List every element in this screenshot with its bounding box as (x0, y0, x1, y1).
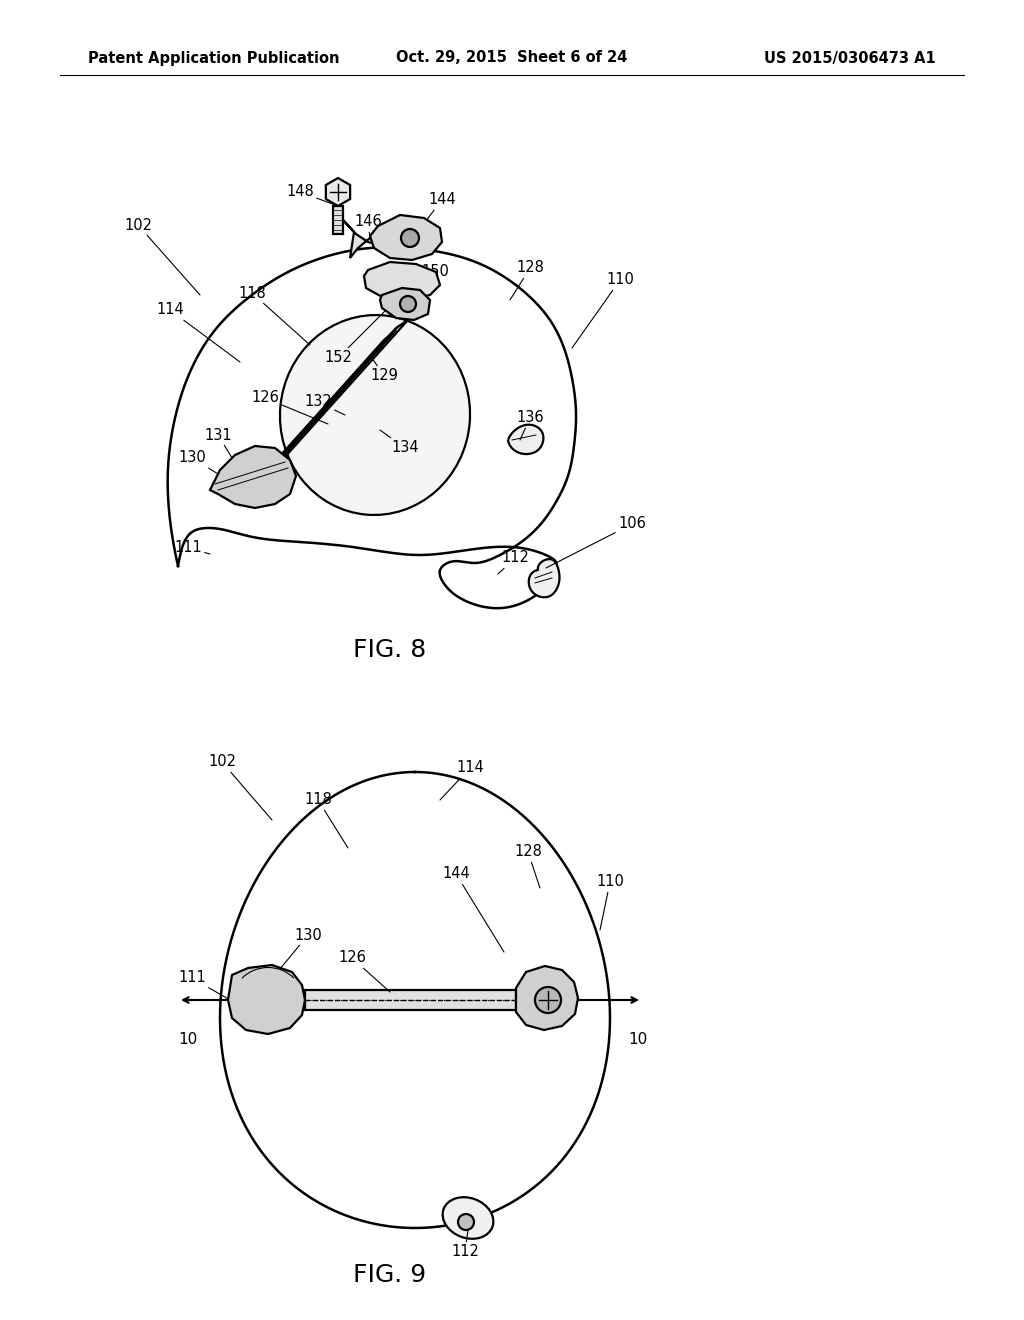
Polygon shape (250, 330, 396, 490)
Circle shape (535, 987, 561, 1012)
Text: 131: 131 (204, 428, 248, 484)
Polygon shape (364, 261, 440, 300)
Text: 148: 148 (286, 185, 338, 206)
Text: 112: 112 (451, 1230, 479, 1259)
Text: 144: 144 (425, 193, 456, 222)
Text: US 2015/0306473 A1: US 2015/0306473 A1 (764, 50, 936, 66)
Text: 130: 130 (178, 450, 228, 480)
Text: 111: 111 (174, 540, 210, 556)
Text: 10: 10 (178, 1032, 198, 1048)
Polygon shape (343, 220, 400, 257)
Text: 118: 118 (304, 792, 348, 847)
Circle shape (458, 1214, 474, 1230)
Text: 136: 136 (516, 411, 544, 440)
Text: 146: 146 (354, 214, 382, 238)
Circle shape (401, 228, 419, 247)
Text: 102: 102 (208, 755, 272, 820)
Text: 112: 112 (498, 550, 529, 574)
Text: 111: 111 (178, 970, 230, 1001)
Text: 129: 129 (370, 355, 398, 384)
Text: 110: 110 (596, 874, 624, 931)
Polygon shape (333, 206, 343, 234)
Text: 114: 114 (156, 302, 240, 362)
Text: Patent Application Publication: Patent Application Publication (88, 50, 340, 66)
FancyBboxPatch shape (305, 990, 516, 1010)
Text: 10: 10 (629, 1032, 647, 1048)
Text: 126: 126 (251, 391, 328, 424)
Polygon shape (508, 425, 544, 454)
Ellipse shape (442, 1197, 494, 1238)
Polygon shape (528, 560, 559, 597)
Text: 118: 118 (239, 285, 310, 345)
Text: 106: 106 (546, 516, 646, 568)
Text: 126: 126 (338, 950, 390, 993)
Text: 128: 128 (514, 845, 542, 888)
Text: 128: 128 (510, 260, 544, 300)
Text: 114: 114 (440, 760, 484, 800)
Text: FIG. 8: FIG. 8 (353, 638, 427, 663)
Text: 152: 152 (324, 300, 396, 366)
Polygon shape (326, 178, 350, 206)
Polygon shape (370, 215, 442, 260)
Text: 102: 102 (124, 218, 200, 294)
Text: 130: 130 (275, 928, 322, 975)
Ellipse shape (280, 315, 470, 515)
Text: 144: 144 (442, 866, 504, 952)
Polygon shape (228, 965, 305, 1034)
Circle shape (400, 296, 416, 312)
Text: 110: 110 (572, 272, 634, 348)
Text: 134: 134 (380, 430, 419, 455)
Polygon shape (210, 446, 296, 508)
Text: Oct. 29, 2015  Sheet 6 of 24: Oct. 29, 2015 Sheet 6 of 24 (396, 50, 628, 66)
Text: 132: 132 (304, 395, 345, 414)
Text: FIG. 9: FIG. 9 (353, 1263, 427, 1287)
Polygon shape (380, 288, 430, 319)
Polygon shape (260, 319, 408, 478)
Polygon shape (516, 966, 578, 1030)
Text: 150: 150 (421, 264, 449, 282)
